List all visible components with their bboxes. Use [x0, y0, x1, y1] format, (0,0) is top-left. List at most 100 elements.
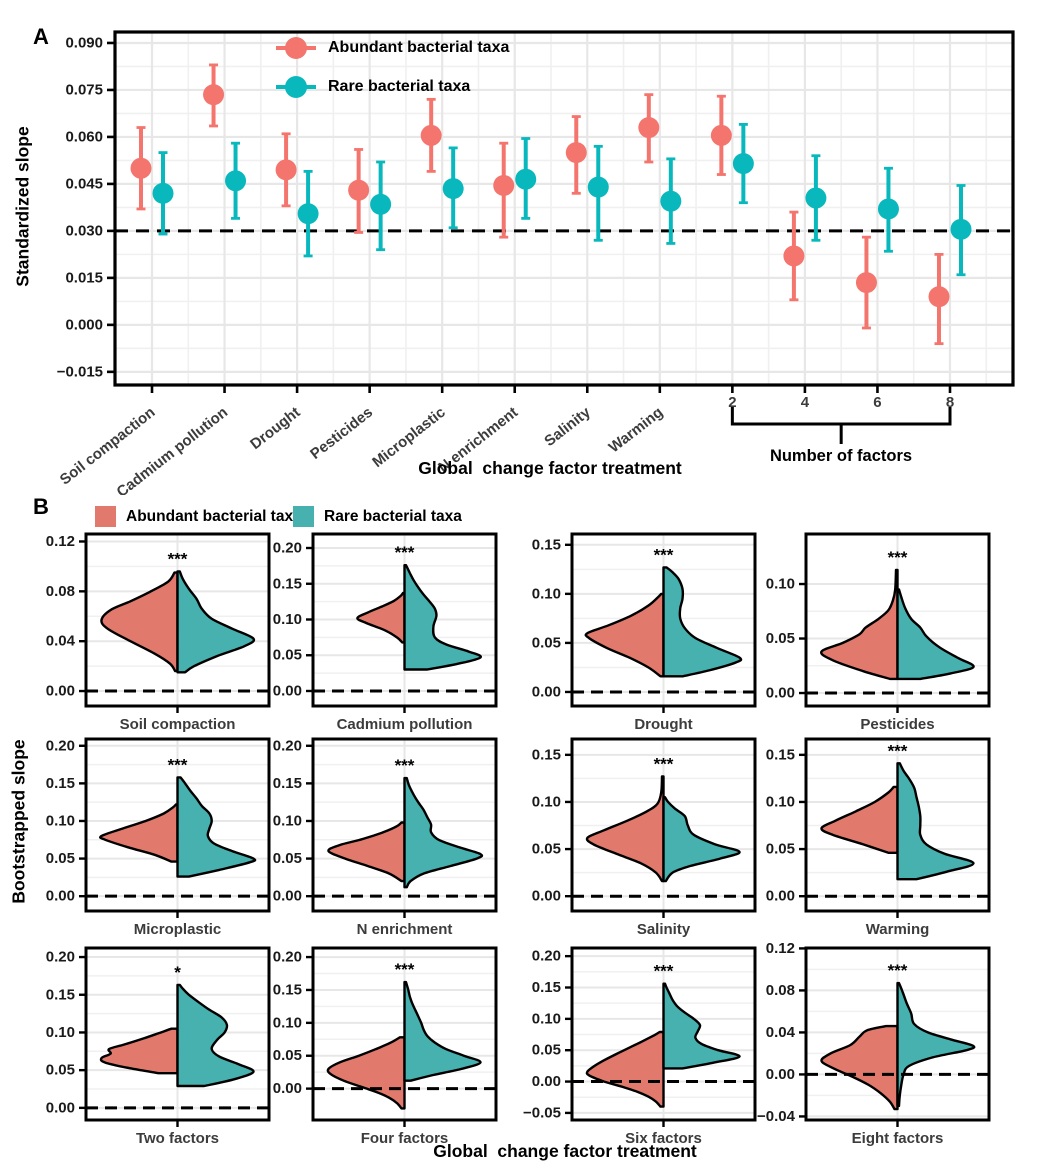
- violin-half-abundant: [99, 1027, 179, 1075]
- panel-a-x-axis-title: Global change factor treatment: [418, 458, 682, 478]
- y-tick-label: 0.10: [46, 812, 75, 829]
- violin-panel-title: Microplastic: [134, 921, 222, 938]
- point: [660, 190, 682, 212]
- y-tick-label: 0.05: [766, 841, 795, 858]
- pointrange-abundant-9: [783, 210, 805, 302]
- violin-half-abundant: [585, 1030, 665, 1108]
- y-tick-label: 0.00: [46, 683, 75, 700]
- y-tick-label: 0.000: [65, 316, 103, 333]
- significance-label: ***: [888, 548, 908, 567]
- pointrange-abundant-6: [565, 115, 587, 195]
- panel-a-border: [113, 30, 1015, 387]
- x-tick-label: 2: [728, 394, 736, 411]
- violin-half-rare: [896, 981, 976, 1108]
- violin-panel-title: Two factors: [136, 1130, 219, 1147]
- y-tick-label: 0.05: [273, 1047, 302, 1064]
- y-tick-label: 0.00: [766, 685, 795, 702]
- y-tick-label: 0.00: [273, 888, 302, 905]
- y-tick-label: 0.00: [273, 1080, 302, 1097]
- legend-b-rare: Rare bacterial taxa: [293, 506, 462, 527]
- y-tick-label: 0.05: [273, 850, 302, 867]
- legend-a-rare: Rare bacterial taxa: [276, 76, 470, 98]
- violin-half-abundant: [585, 775, 665, 883]
- y-tick-label: 0.05: [46, 850, 75, 867]
- x-tick-label: Warming: [606, 404, 667, 457]
- point: [130, 157, 152, 179]
- x-tick-label: Drought: [247, 404, 303, 453]
- y-tick-label: 0.10: [532, 585, 561, 602]
- point: [275, 159, 297, 181]
- violin-panel-title: Cadmium pollution: [337, 716, 473, 733]
- point: [928, 286, 950, 308]
- violin-panel-8: 0.00 0.05 0.10 0.15 0.20 Two factors *: [46, 946, 271, 1147]
- pointrange-abundant-11: [928, 252, 950, 346]
- point: [638, 117, 660, 139]
- violin-panel-title: Drought: [634, 716, 692, 733]
- pointrange-rare-0: [152, 151, 174, 236]
- y-tick-label: 0.00: [532, 1073, 561, 1090]
- significance-label: ***: [888, 961, 908, 980]
- violin-panel-title: N enrichment: [357, 921, 453, 938]
- point: [442, 178, 464, 200]
- legend-b-rare-label: Rare bacterial taxa: [324, 507, 462, 525]
- y-tick-label: 0.10: [766, 576, 795, 593]
- y-tick-label: 0.00: [766, 1066, 795, 1083]
- violin-half-rare: [176, 983, 255, 1088]
- pointrange-rare-11: [950, 184, 972, 277]
- violin-panel-title: Salinity: [637, 921, 691, 938]
- y-tick-label: 0.10: [273, 812, 302, 829]
- violin-panel-1: 0.00 0.05 0.10 0.15 0.20 Cadmium pollution ***: [273, 532, 498, 733]
- panel-a-y-axis-title: Standardized slope: [12, 126, 33, 287]
- pointrange-rare-10: [877, 166, 899, 253]
- significance-label: ***: [654, 755, 674, 774]
- y-tick-label: 0.20: [532, 948, 561, 965]
- y-tick-label: 0.20: [46, 949, 75, 966]
- series-rare: [152, 123, 972, 277]
- violin-half-abundant: [99, 803, 179, 863]
- y-tick-label: 0.060: [65, 128, 103, 145]
- y-tick-label: −0.015: [57, 363, 103, 380]
- violin-panel-0: 0.00 0.04 0.08 0.12 Soil compaction ***: [46, 532, 271, 733]
- violin-panel-11: −0.04 0.00 0.04 0.08 0.12 Eight factors ***: [757, 940, 991, 1147]
- y-tick-label: 0.075: [65, 81, 103, 98]
- y-tick-label: −0.04: [757, 1108, 796, 1125]
- y-tick-label: 0.05: [46, 1062, 75, 1079]
- y-tick-label: 0.20: [46, 737, 75, 754]
- y-tick-label: 0.20: [273, 737, 302, 754]
- y-tick-label: 0.20: [273, 540, 302, 557]
- panel-a-gridlines: [115, 32, 1013, 385]
- y-tick-label: 0.090: [65, 34, 103, 51]
- y-tick-label: 0.00: [532, 683, 561, 700]
- y-tick-label: 0.10: [46, 1024, 75, 1041]
- y-tick-label: 0.15: [766, 746, 795, 763]
- y-tick-label: 0.04: [46, 633, 76, 650]
- violin-half-rare: [662, 796, 741, 883]
- significance-label: ***: [168, 549, 188, 568]
- y-tick-label: 0.00: [766, 888, 795, 905]
- point: [805, 187, 827, 209]
- pointrange-rare-5: [515, 137, 537, 220]
- y-tick-label: 0.12: [766, 940, 795, 957]
- y-tick-label: 0.05: [766, 630, 795, 647]
- violin-half-abundant: [820, 568, 899, 681]
- y-tick-label: 0.08: [766, 982, 795, 999]
- violin-half-rare: [403, 980, 482, 1082]
- significance-label: ***: [654, 962, 674, 981]
- y-tick-label: 0.045: [65, 175, 103, 192]
- point: [493, 174, 515, 196]
- y-tick-label: −0.05: [523, 1104, 561, 1121]
- point: [855, 272, 877, 294]
- y-tick-label: 0.05: [532, 841, 561, 858]
- significance-label: *: [174, 963, 181, 982]
- legend-a-abundant: Abundant bacterial taxa: [276, 37, 509, 59]
- y-tick-label: 0.04: [766, 1024, 796, 1041]
- y-tick-label: 0.10: [273, 1014, 302, 1031]
- y-tick-label: 0.15: [273, 575, 302, 592]
- point: [370, 193, 392, 215]
- violin-panel-title: Eight factors: [852, 1130, 944, 1147]
- violin-half-rare: [403, 776, 484, 889]
- y-tick-label: 0.15: [532, 979, 561, 996]
- y-tick-label: 0.015: [65, 269, 103, 286]
- y-tick-label: 0.00: [532, 888, 561, 905]
